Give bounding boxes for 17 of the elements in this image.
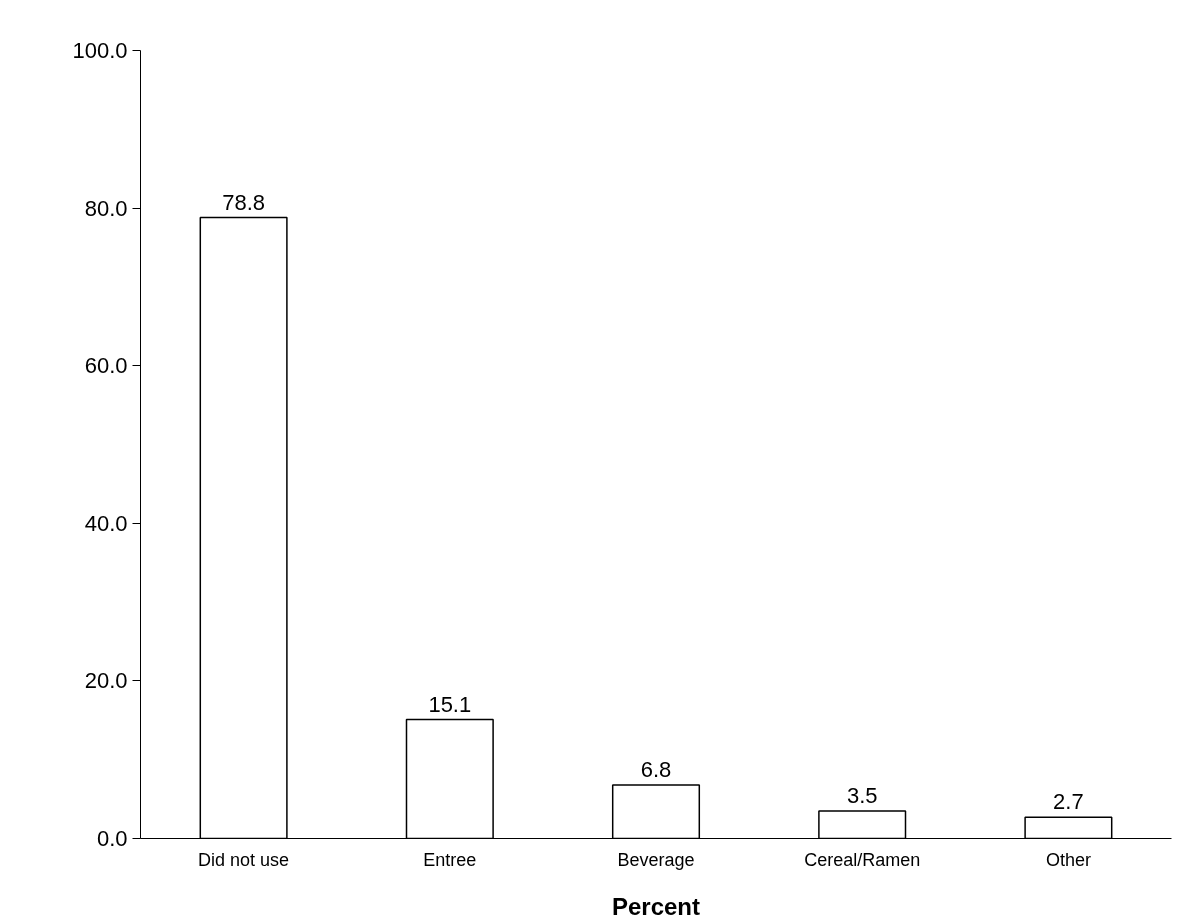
x-tick-label: Other xyxy=(1045,849,1091,870)
data-label: 6.8 xyxy=(640,756,672,782)
y-tick-label: 20.0 xyxy=(84,668,128,694)
y-tick-label: 60.0 xyxy=(84,353,128,379)
x-axis-title: Percent xyxy=(611,892,701,920)
y-tick-label: 0.0 xyxy=(96,826,128,851)
x-tick-label: Cereal/Ramen xyxy=(804,849,921,870)
x-tick-label: Did not use xyxy=(198,849,290,870)
y-tick-label: 100.0 xyxy=(72,38,128,63)
data-label: 78.8 xyxy=(222,189,266,215)
y-tick-label: 80.0 xyxy=(84,195,128,221)
y-tick-label: 40.0 xyxy=(84,510,128,536)
x-tick-label: Beverage xyxy=(617,849,695,870)
data-label: 2.7 xyxy=(1053,789,1084,815)
data-label: 15.1 xyxy=(428,691,472,717)
x-tick-label: Entree xyxy=(423,849,477,870)
data-label: 3.5 xyxy=(846,782,878,808)
